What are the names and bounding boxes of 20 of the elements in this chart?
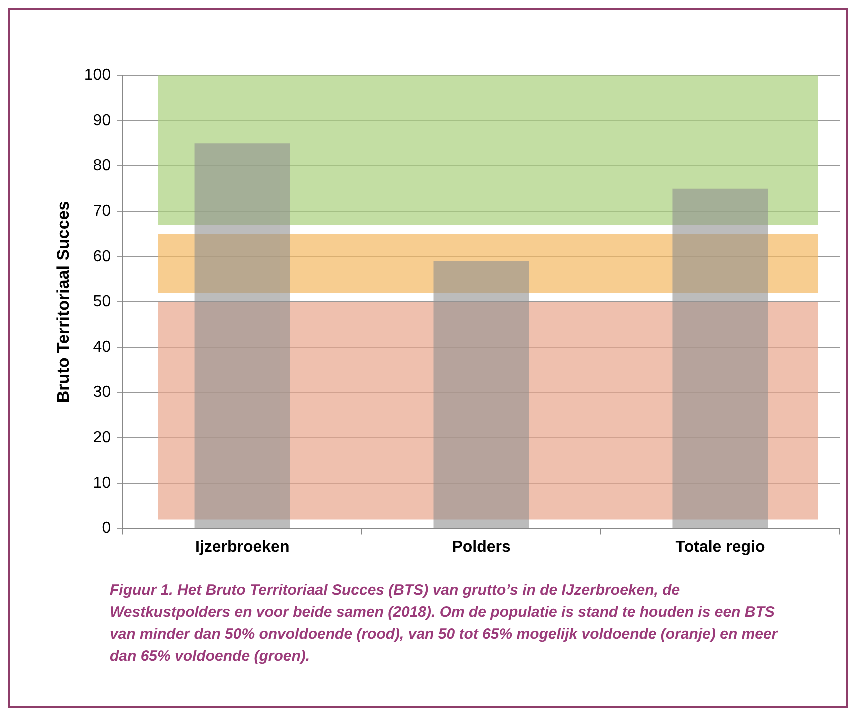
x-tick-label: Totale regio	[676, 538, 766, 556]
y-tick-label: 100	[84, 67, 112, 84]
y-tick-label: 40	[93, 338, 112, 356]
text: Figuur 1. Het Bruto Territoriaal Succes (BTS) van grutto’s in de IJzerbroeken, de Westkustpolders en voor beide samen (2018). Om de populatie is stand te houden is een BTS van minder dan 50% onvoldoende (rood), van 50 tot 65% mogelijk voldoende (oranje) en meer dan 65% voldoende (groen).	[110, 581, 780, 667]
x-tick-label: Polders	[452, 538, 511, 556]
y-axis-title: Bruto Territoriaal Succes	[54, 201, 73, 404]
y-tick-label: 30	[93, 384, 112, 402]
bar	[672, 188, 768, 528]
bar	[434, 261, 530, 528]
y-tick-label: 20	[93, 430, 112, 447]
y-tick-label: 50	[93, 294, 112, 311]
y-tick-label: 0	[102, 520, 112, 538]
y-tick-label: 80	[93, 158, 112, 175]
y-tick-label: 90	[93, 112, 112, 130]
x-tick-label: Ijzerbroeken	[195, 538, 290, 556]
y-tick-label: 10	[93, 474, 112, 492]
bar	[194, 144, 290, 528]
figure-frame: Bruto Territoriaal Succes Ijzerbroeken Polders Totale regio 0 10 20 30 40 50 60 70 80 90 100 Figuur 1. Het Bruto Territoriaal Succes (BTS) van grutto’s in de IJzerbroeken, de Westkustpolders en voor beide samen (2018). Om de populatie is stand te houden is een BTS van minder dan 50% onvoldoende (rood), van 50 tot 65% mogelijk voldoende (oranje) en meer dan 65% voldoende (groen).	[8, 8, 848, 708]
y-tick-label: 60	[93, 248, 112, 266]
y-tick-label: 70	[93, 202, 112, 220]
